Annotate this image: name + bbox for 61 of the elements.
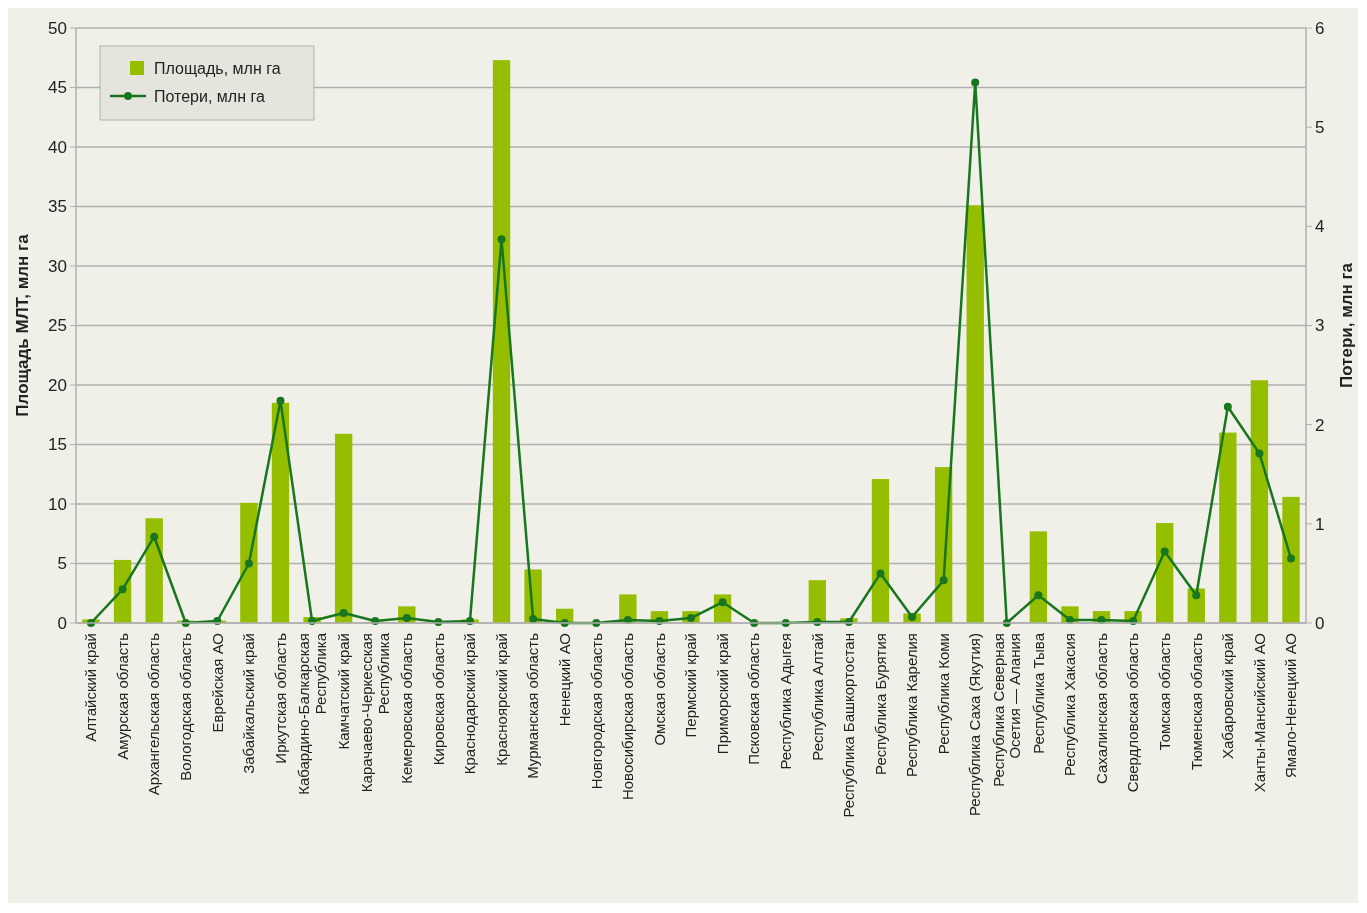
x-tick-label: Пермский край (682, 633, 700, 738)
x-tick-label: Омская область (650, 632, 668, 746)
legend-label: Потери, млн га (154, 87, 265, 105)
x-tick-label: Краснодарский край (461, 633, 479, 775)
y2-tick-label: 4 (1315, 217, 1325, 237)
x-tick-label: Новгородская область (587, 632, 605, 790)
x-tick-label: Республика Карелия (903, 633, 921, 777)
y-tick-label: 0 (57, 613, 67, 633)
y-tick-label: 50 (48, 18, 67, 38)
x-tick-label: Забайкальский край (240, 633, 258, 774)
x-tick-label: Алтайский край (82, 633, 100, 742)
y2-tick-label: 2 (1315, 415, 1325, 435)
y2-tick-label: 6 (1315, 18, 1325, 38)
y2-tick-label: 5 (1315, 118, 1325, 138)
x-tick-label: Тюменская область (1187, 632, 1205, 771)
y-tick-label: 45 (48, 78, 67, 98)
x-tick-label: Псковская область (745, 632, 763, 765)
x-tick-label: Республика Алтай (808, 633, 826, 761)
x-tick-label: Приморский край (713, 633, 731, 755)
x-tick-label: Кемеровская область (398, 632, 416, 784)
x-tick-label: Ненецкий АО (555, 633, 573, 727)
x-tick-label: Республика Башкортостан (840, 633, 858, 818)
y-tick-label: 40 (48, 137, 67, 157)
x-tick-label: Вологодская область (176, 632, 194, 781)
y-tick-label: 30 (48, 256, 67, 276)
x-tick-label: Республика Хакасия (1061, 633, 1079, 777)
x-tick-label: Республика Северная Осетия — Алания (989, 633, 1024, 787)
x-tick-label: Камчатский край (334, 633, 352, 750)
x-tick-label: Кировская область (429, 632, 447, 766)
x-tick-label: Республика Коми (934, 633, 952, 755)
x-tick-label: Новосибирская область (619, 632, 637, 801)
x-tick-label: Ямало-Ненецкий АО (1282, 633, 1300, 778)
x-tick-label: Архангельская область (145, 632, 163, 796)
y-tick-label: 20 (48, 375, 67, 395)
y2-tick-label: 1 (1315, 514, 1325, 534)
x-tick-label: Республика Бурятия (871, 633, 889, 775)
x-tick-label: Томская область (1155, 632, 1173, 751)
x-tick-label: Республика Адыгея (776, 633, 794, 770)
x-tick-label: Республика Тыва (1029, 632, 1047, 754)
x-tick-label: Хабаровский край (1219, 633, 1237, 760)
y-tick-label: 35 (48, 197, 67, 217)
y2-tick-label: 3 (1315, 316, 1325, 336)
y-tick-label: 10 (48, 494, 67, 514)
x-tick-label: Иркутская область (271, 632, 289, 764)
legend-label: Площадь, млн га (154, 59, 281, 77)
x-tick-label: Мурманская область (524, 632, 542, 779)
y2-axis-title: Потери, млн га (1337, 262, 1356, 389)
x-tick-label: Красноярский край (492, 633, 510, 766)
y-tick-label: 5 (57, 554, 67, 574)
x-tick-label: Республика Саха (Якутия) (966, 633, 984, 817)
x-tick-label: Сахалинская область (1092, 632, 1110, 784)
y-tick-label: 25 (48, 316, 67, 336)
y-axis-title: Площадь МЛТ, млн га (13, 233, 32, 417)
x-tick-label: Свердловская область (1124, 632, 1142, 793)
x-tick-label: Кабардино-Балкарская Республика (295, 632, 329, 795)
y2-tick-label: 0 (1315, 613, 1325, 633)
y-tick-label: 15 (48, 435, 67, 455)
x-tick-label: Карачаево-Черкесская Республика (358, 632, 392, 793)
x-tick-label: Амурская область (113, 632, 131, 760)
x-tick-label: Еврейская АО (208, 633, 226, 733)
x-tick-label: Ханты-Мансийский АО (1250, 633, 1268, 793)
